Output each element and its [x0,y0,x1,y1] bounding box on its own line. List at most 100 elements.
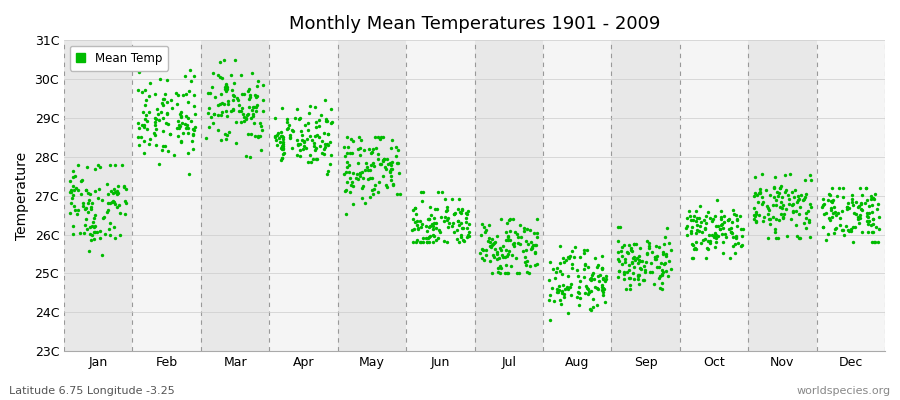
Point [157,96,171,102]
Point [644,260,658,266]
Point [844,228,859,234]
Point [229,140,243,146]
Point [824,207,838,214]
Point [234,108,248,114]
Point [616,269,631,276]
Point [365,187,380,193]
Point [295,132,310,138]
Point [272,135,286,141]
Point [688,244,702,251]
Point [275,154,290,161]
Point [211,112,225,118]
Point [118,198,132,204]
Point [475,246,490,253]
Point [161,148,176,154]
Point [343,175,357,182]
Point [861,210,876,216]
Point [719,233,733,240]
Point [578,262,592,268]
Point [302,133,317,139]
Point [826,210,841,216]
Point [628,257,643,264]
Point [755,170,770,177]
Point [565,265,580,271]
Point [303,152,318,158]
Point [354,137,368,144]
Point [491,264,505,271]
Point [632,272,646,278]
Point [438,208,453,214]
Point [86,229,101,235]
Point [851,203,866,210]
Point [206,111,220,117]
Point [212,102,226,108]
Point [352,134,366,140]
Point [698,255,713,261]
Point [440,203,454,210]
Legend: Mean Temp: Mean Temp [70,46,168,71]
Point [500,220,515,226]
Point [244,115,258,121]
Point [689,215,704,222]
Point [359,160,374,166]
Point [230,95,244,101]
Point [85,222,99,229]
Point [148,119,162,126]
Point [104,220,118,227]
Point [78,216,93,222]
Point [573,295,588,302]
Point [339,164,354,171]
Point [87,229,102,236]
Point [364,148,379,155]
Point [106,224,121,230]
Point [108,189,122,195]
Point [563,253,578,260]
Point [752,199,766,205]
Point [577,247,591,253]
Point [832,215,847,222]
Point [220,101,235,107]
Point [171,92,185,98]
Point [276,151,291,157]
Point [75,177,89,183]
Point [706,234,721,240]
Point [458,210,473,217]
Point [507,240,521,246]
Point [734,226,749,232]
Point [499,229,513,236]
Point [832,222,847,228]
Bar [269,40,338,351]
Point [108,200,122,207]
Point [304,159,319,166]
Point [598,299,612,305]
Point [580,286,595,293]
Point [518,254,533,260]
Point [206,70,220,76]
Point [349,171,364,178]
Point [439,217,454,224]
Point [549,286,563,292]
Point [504,263,518,270]
Point [71,186,86,193]
Point [297,138,311,145]
Point [752,212,766,218]
Point [212,59,227,65]
Point [611,238,625,244]
Point [277,150,292,156]
Point [554,301,568,307]
Point [131,69,146,76]
Point [247,104,261,111]
Point [849,211,863,217]
Point [355,195,369,202]
Point [201,90,215,96]
Point [442,220,456,226]
Point [486,240,500,246]
Point [544,258,558,265]
Point [759,187,773,193]
Point [139,102,153,108]
Point [423,204,437,210]
Point [340,179,355,186]
Point [408,204,422,211]
Point [205,84,220,91]
Point [405,227,419,233]
